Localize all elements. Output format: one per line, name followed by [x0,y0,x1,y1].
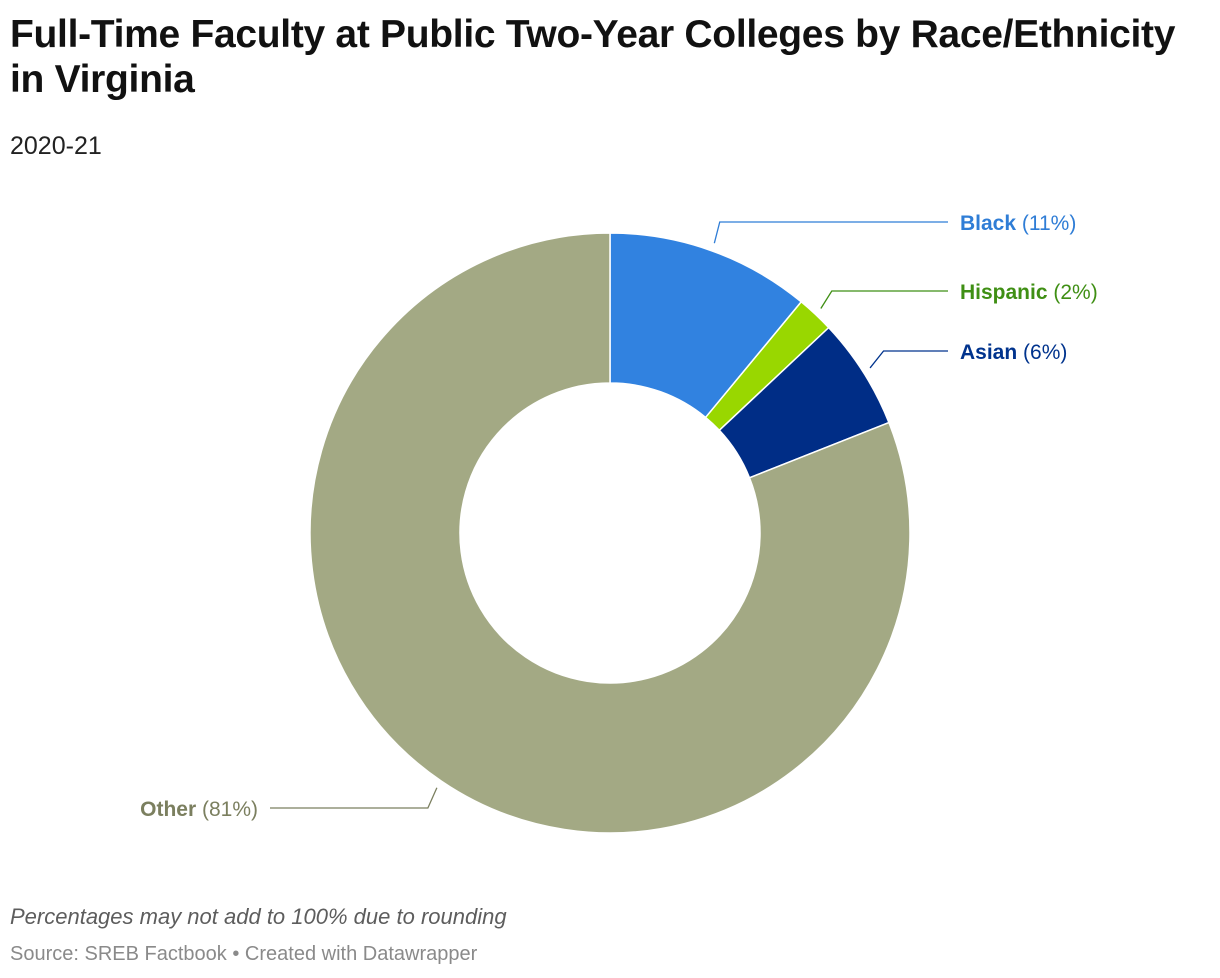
slice-label-name: Black [960,212,1016,235]
credit-link[interactable]: Created with Datawrapper [244,943,478,965]
leader-line-black [713,221,948,244]
slice-label-name: Asian [960,341,1017,364]
slice-label-name: Hispanic [960,281,1048,304]
footnote: Percentages may not add to 100% due to r… [10,904,507,929]
slice-label-value: (2%) [1048,281,1098,304]
slice-label-value: (11%) [1016,212,1076,235]
slice-label-asian: Asian (6%) [960,341,1067,364]
chart-subtitle: 2020-21 [10,132,102,160]
slice-labels: Black (11%) Hispanic (2%) Asian (6%) Other … [140,212,1098,821]
separator-dot: • [232,943,240,965]
leader-line-hispanic [820,290,948,309]
source-text: Source: SREB Factbook [10,943,227,965]
chart-title: Full-Time Faculty at Public Two-Year Col… [10,13,1176,101]
slice-label-value: (6%) [1017,341,1067,364]
donut-slices [309,232,911,834]
slice-other[interactable] [309,232,911,834]
slice-label-hispanic: Hispanic (2%) [960,281,1098,304]
leader-line-other [270,787,438,809]
source-line: Source: SREB Factbook • Created with Dat… [10,941,477,967]
slice-label-name: Other [140,798,196,821]
leader-line-asian [869,350,948,369]
label-leader-lines [270,221,948,809]
slice-label-other: Other (81%) [140,798,258,821]
slice-label-value: (81%) [196,798,258,821]
slice-label-black: Black (11%) [960,212,1076,235]
